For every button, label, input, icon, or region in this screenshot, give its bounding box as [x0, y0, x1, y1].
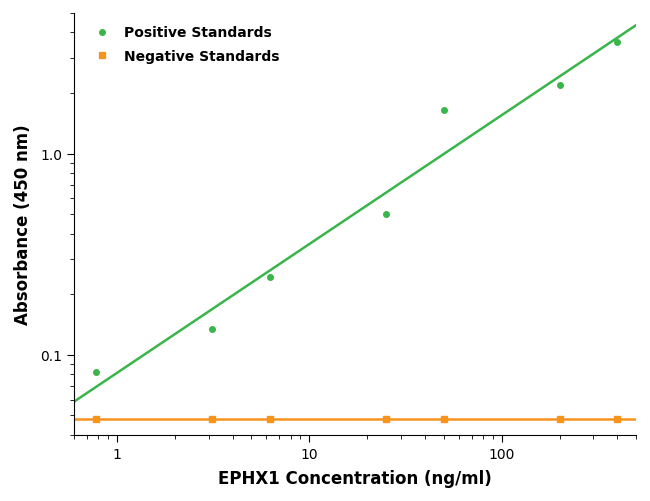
Negative Standards	[266, 416, 274, 422]
X-axis label: EPHX1 Concentration (ng/ml): EPHX1 Concentration (ng/ml)	[218, 469, 492, 487]
Line: Negative Standards: Negative Standards	[93, 416, 620, 422]
Negative Standards	[208, 416, 216, 422]
Negative Standards	[92, 416, 100, 422]
Positive Standards	[382, 212, 389, 218]
Negative Standards	[440, 416, 448, 422]
Negative Standards	[614, 416, 621, 422]
Positive Standards	[614, 40, 621, 46]
Legend: Positive Standards, Negative Standards: Positive Standards, Negative Standards	[81, 21, 285, 70]
Line: Positive Standards: Positive Standards	[93, 40, 620, 375]
Negative Standards	[556, 416, 564, 422]
Positive Standards	[266, 274, 274, 280]
Negative Standards	[382, 416, 389, 422]
Y-axis label: Absorbance (450 nm): Absorbance (450 nm)	[14, 124, 32, 325]
Positive Standards	[208, 326, 216, 332]
Positive Standards	[92, 369, 100, 375]
Positive Standards	[556, 83, 564, 89]
Positive Standards	[440, 108, 448, 114]
